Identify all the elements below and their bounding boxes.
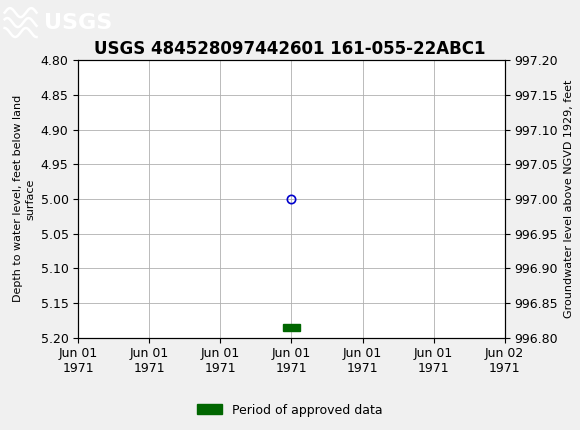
Bar	[283, 324, 300, 331]
Text: USGS: USGS	[44, 12, 112, 33]
Legend: Period of approved data: Period of approved data	[192, 399, 388, 421]
Y-axis label: Depth to water level, feet below land
surface: Depth to water level, feet below land su…	[13, 95, 35, 302]
Y-axis label: Groundwater level above NGVD 1929, feet: Groundwater level above NGVD 1929, feet	[564, 80, 574, 318]
Text: USGS 484528097442601 161-055-22ABC1: USGS 484528097442601 161-055-22ABC1	[94, 40, 486, 58]
